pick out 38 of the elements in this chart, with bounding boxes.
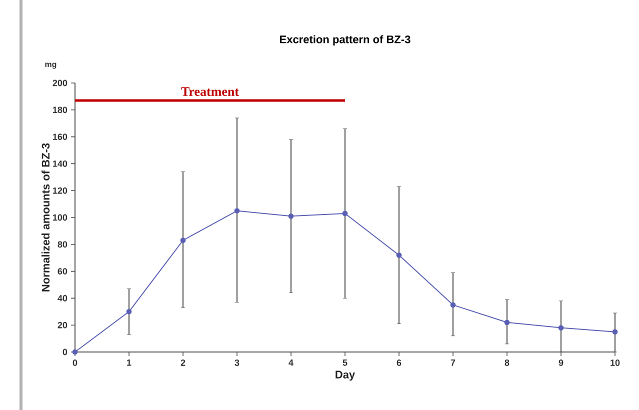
point	[126, 308, 132, 314]
point	[504, 320, 510, 326]
y-tick-label: 0	[62, 348, 68, 356]
x-tick-label: 5	[342, 360, 348, 366]
y-tick-label: 200	[52, 80, 68, 86]
chart-title: Excretion pattern of BZ-3	[280, 35, 410, 46]
y-tick-label: 80	[58, 241, 68, 248]
point	[396, 252, 402, 258]
point	[612, 329, 618, 335]
point	[342, 210, 348, 216]
x-tick-label: 3	[234, 360, 240, 366]
x-tick-label: 6	[396, 360, 402, 366]
x-tick-label: 9	[558, 360, 564, 366]
point	[234, 208, 240, 214]
text: mg	[45, 62, 56, 69]
point	[450, 302, 456, 308]
y-tick-label: 140	[53, 160, 68, 167]
y-axis-title: Normalized amounts of BZ-3	[41, 143, 50, 292]
y-tick-label: 160	[53, 134, 68, 140]
x-tick-label: 7	[450, 360, 456, 366]
point	[180, 238, 186, 244]
point	[72, 349, 78, 355]
x-axis-title: Day	[336, 370, 356, 381]
point	[558, 325, 564, 330]
series-label: Treatment	[181, 87, 239, 96]
y-tick-label: 120	[53, 187, 68, 194]
x-tick-label: 4	[288, 360, 294, 366]
y-tick-label: 40	[58, 295, 68, 302]
y-tick-label: 20	[58, 322, 68, 328]
x-tick-label: 8	[504, 360, 510, 366]
x-tick-label: 1	[127, 360, 132, 366]
x-tick-label: 10	[610, 360, 620, 366]
y-tick-label: 100	[53, 214, 68, 221]
y-tick-label: 60	[58, 268, 68, 274]
x-tick-label: 2	[180, 360, 186, 366]
y-tick-label: 180	[53, 106, 68, 114]
point	[288, 213, 294, 219]
x-tick-label: 0	[72, 360, 78, 366]
